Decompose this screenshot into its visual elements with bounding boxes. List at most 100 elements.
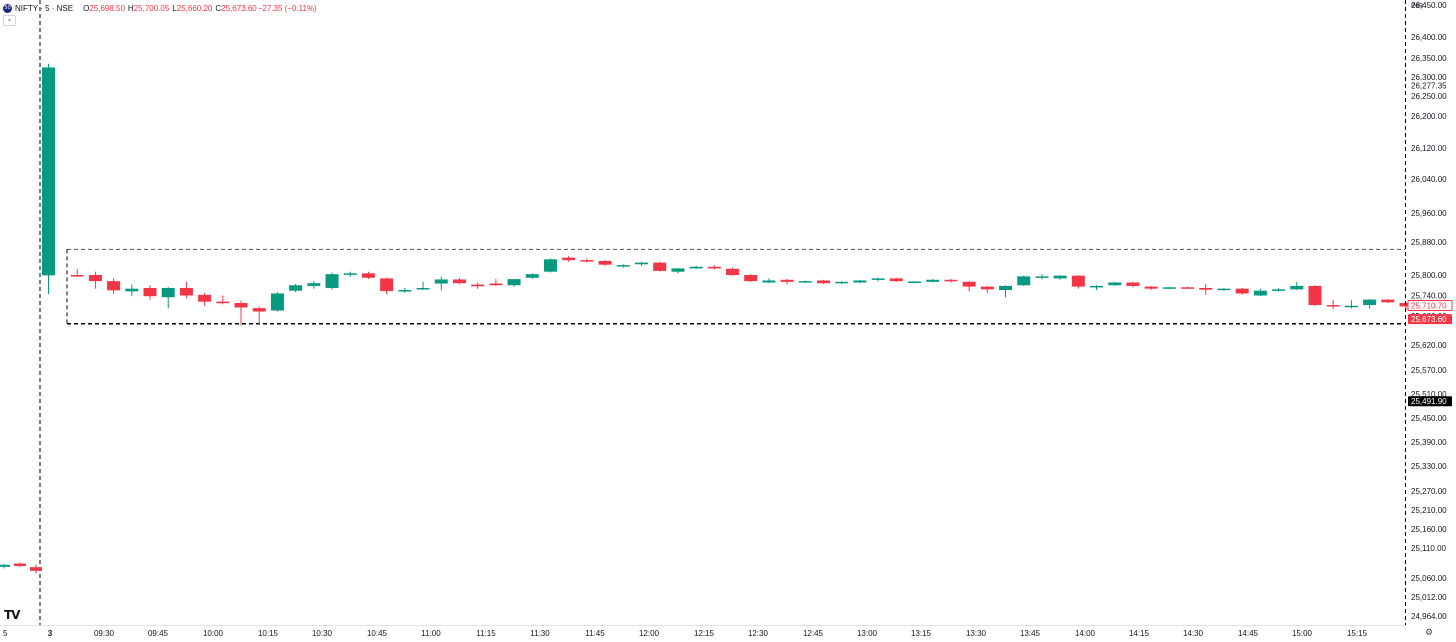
gear-icon[interactable]: ⚙ (1425, 627, 1434, 637)
candle-body (380, 278, 394, 292)
candle (398, 287, 412, 293)
x-tick-label: 14:00 (1075, 629, 1096, 638)
candle-body (1199, 287, 1213, 290)
low-value: 25,660.20 (176, 3, 213, 13)
candle-body (653, 262, 667, 271)
candle-body (216, 301, 230, 304)
candle (1126, 281, 1140, 288)
open-value: 25,698.50 (89, 3, 125, 13)
x-tick-label: 15:00 (1292, 629, 1313, 638)
candle (1090, 285, 1104, 291)
candle (343, 271, 357, 277)
candle-body (671, 268, 685, 272)
candle (198, 292, 212, 306)
y-tick-label: 25,740.00 (1411, 292, 1447, 301)
candle (1363, 298, 1377, 309)
y-tick-label: 24,964.00 (1411, 612, 1447, 621)
candle (507, 279, 521, 287)
candle (835, 281, 849, 284)
candle-body (507, 279, 521, 286)
candle-body (1017, 276, 1031, 286)
x-tick-label: 13:30 (966, 629, 987, 638)
candle-body (999, 285, 1013, 291)
candle (270, 292, 284, 312)
candle (1035, 274, 1049, 280)
candle-body (962, 281, 976, 287)
candle (634, 261, 648, 266)
candle-body (1381, 299, 1395, 303)
x-tick-label: 3 (48, 629, 53, 638)
change-value: −27.35 (−0.11%) (257, 3, 317, 13)
candle-body (471, 284, 485, 287)
candle (380, 277, 394, 295)
x-tick-label: 14:45 (1238, 629, 1259, 638)
time-axis[interactable]: 5 3 09:30 09:45 10:00 10:15 10:30 10:45 11:00 11:… (3, 629, 1368, 638)
candle-body (398, 290, 412, 292)
candle-body (1053, 275, 1067, 279)
candle-body (980, 286, 994, 290)
candle (434, 276, 448, 291)
currency-label[interactable]: INR (1411, 3, 1424, 10)
candle (762, 278, 776, 284)
candle-body (289, 285, 303, 291)
candle-body (252, 308, 266, 312)
candle-body (634, 262, 648, 265)
nifty-logo-icon: 50 (3, 3, 12, 13)
candle (1326, 299, 1340, 310)
x-tick-label: 14:15 (1129, 629, 1150, 638)
candle-body (161, 287, 175, 298)
x-tick-label: 10:00 (203, 629, 224, 638)
x-tick-label: 10:45 (367, 629, 388, 638)
candle-body (307, 283, 321, 286)
x-tick-label: 11:00 (421, 629, 441, 638)
candle-body (543, 259, 557, 272)
candle-body (1253, 290, 1267, 296)
x-tick-label: 12:00 (639, 629, 660, 638)
x-tick-label: 13:00 (857, 629, 878, 638)
candle-body (234, 303, 248, 308)
x-tick-label: 12:45 (803, 629, 824, 638)
candle (1199, 283, 1213, 295)
close-label: C (215, 3, 222, 13)
tradingview-logo-icon[interactable]: TV (4, 608, 21, 622)
candle-body (1308, 285, 1322, 306)
candle-body (780, 279, 794, 282)
price-label-text: 25,673.60 (1411, 315, 1447, 324)
candles (42, 63, 1413, 326)
price-axis[interactable]: 26,450.0026,400.0026,350.0026,300.0026,2… (1411, 1, 1447, 621)
candle-body (525, 274, 539, 278)
price-label-text: 25,491.90 (1411, 397, 1447, 406)
candle-body (452, 279, 466, 284)
candle (543, 258, 557, 273)
candle (307, 281, 321, 289)
x-tick-label: 11:15 (476, 629, 496, 638)
candle (161, 286, 175, 309)
candle (671, 268, 685, 274)
y-tick-label: 25,110.00 (1411, 544, 1447, 553)
candle-body (889, 278, 903, 282)
candle-body (1326, 305, 1340, 307)
y-tick-label: 26,040.00 (1411, 175, 1447, 184)
y-tick-label: 25,160.00 (1411, 525, 1447, 534)
price-labels: 26,277.35 25,710.70 25,673.60 25,491.90 (1407, 80, 1453, 407)
chevron-down-icon[interactable]: ⌄ (3, 15, 16, 26)
candle-body (1363, 299, 1377, 306)
candle-body (489, 283, 503, 286)
candle-body (88, 275, 102, 282)
y-tick-label: 26,300.00 (1411, 73, 1447, 82)
candle (598, 260, 612, 266)
candle-body (434, 279, 448, 284)
x-tick-label: 12:30 (748, 629, 769, 638)
candle (1344, 300, 1358, 309)
candle (42, 63, 55, 295)
y-tick-label: 26,400.00 (1411, 33, 1447, 42)
candle (1108, 281, 1122, 286)
symbol-title[interactable]: NIFTY · 5 · NSE (15, 3, 74, 13)
candle (908, 281, 922, 283)
candle-body (1290, 285, 1304, 290)
candle-body (871, 278, 885, 280)
candle (980, 285, 994, 293)
candle-body (926, 279, 940, 282)
y-tick-label: 26,200.00 (1411, 112, 1447, 121)
